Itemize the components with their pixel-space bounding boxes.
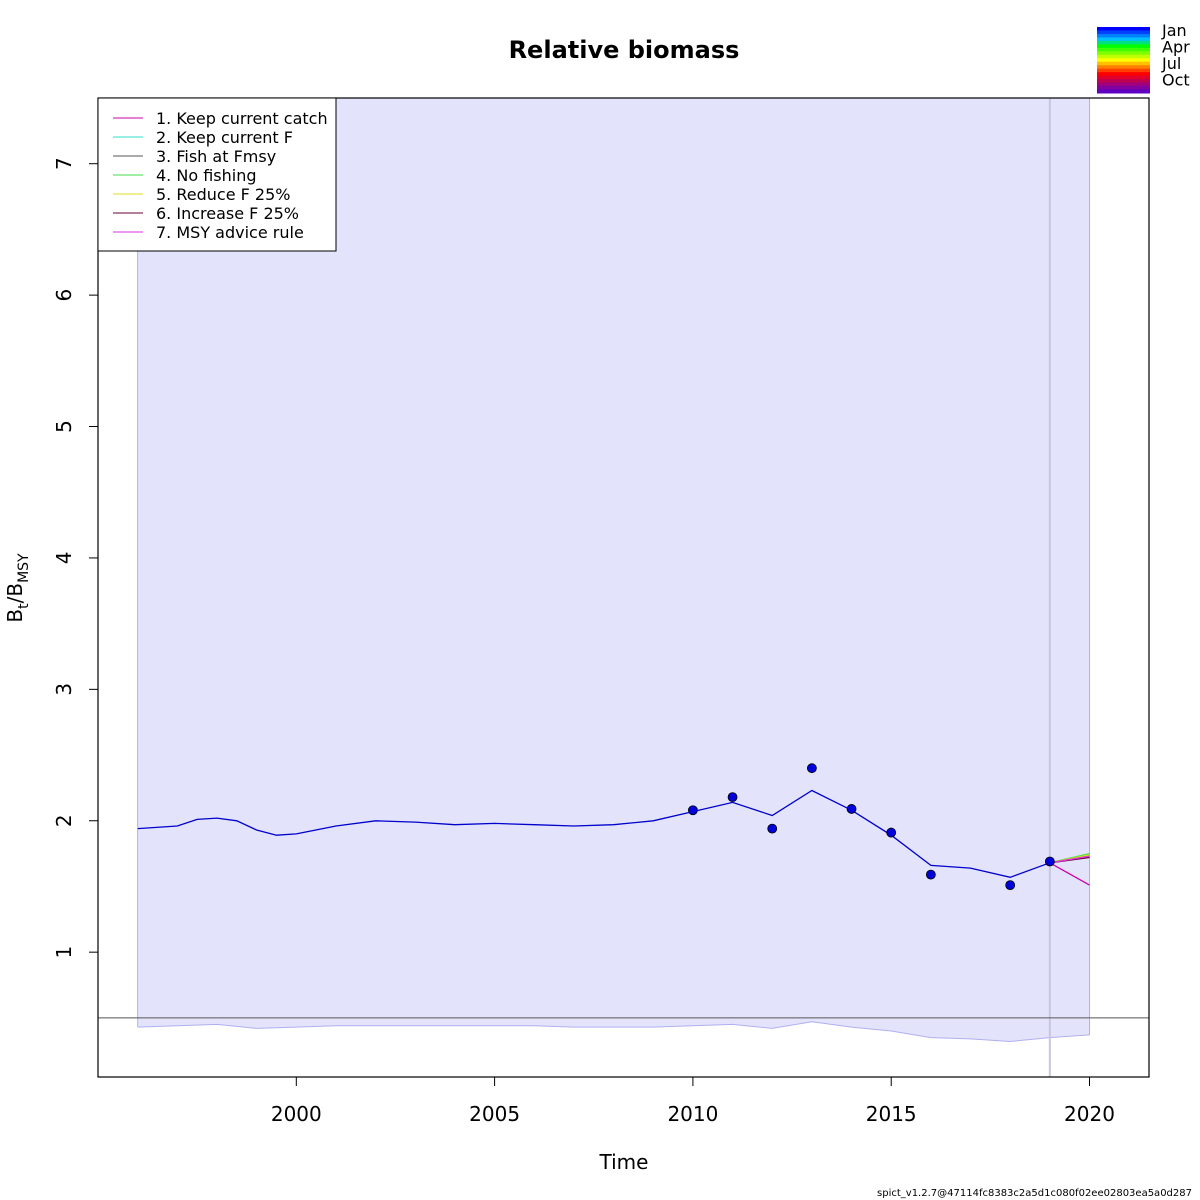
y-tick-label: 1 [52,946,76,959]
y-tick-label: 6 [52,289,76,302]
legend-label-2: 2. Keep current F [156,128,293,147]
chart-title: Relative biomass [509,36,740,64]
season-color-band [1097,47,1150,52]
y-axis: 1 2 3 4 5 6 7 [52,157,99,959]
x-tick-label: 2005 [469,1102,520,1126]
y-axis-label: Bt/BMSY [3,553,32,623]
legend-label-7: 7. MSY advice rule [156,223,304,242]
season-color-band [1097,30,1150,35]
x-axis: 2000 2005 2010 2015 2020 [271,1076,1115,1126]
season-color-band [1097,51,1150,56]
y-tick-label: 7 [52,157,76,170]
confidence-band-lower-edge [137,1021,1090,1043]
observation-point [846,804,857,814]
y-tick-label: 2 [52,814,76,827]
y-axis-label-sep: /B [3,583,27,603]
observation-point [767,823,778,834]
observation-point [1005,880,1016,891]
version-footer: spict_v1.2.7@47114fc8383c2a5d1c080f02ee0… [877,1188,1192,1199]
season-color-band [1097,72,1150,77]
y-axis-label-sub-t: t [16,603,32,609]
season-color-band [1097,33,1150,38]
legend-label-4: 4. No fishing [156,166,257,185]
observation-point [806,763,817,774]
y-tick-label: 3 [52,683,76,696]
season-color-band [1097,79,1150,84]
season-color-band [1097,44,1150,49]
season-label-jan: Jan [1161,21,1187,40]
observation-point [727,792,738,802]
x-tick-label: 2000 [271,1102,322,1126]
x-tick-label: 2010 [667,1102,718,1126]
x-tick-label: 2015 [866,1102,917,1126]
season-color-band [1097,58,1150,63]
season-label-oct: Oct [1162,71,1190,90]
legend-label-5: 5. Reduce F 25% [156,185,290,204]
season-color-band [1097,82,1150,87]
plot-area [98,98,1149,1077]
season-color-band [1097,27,1150,31]
x-tick-label: 2020 [1064,1102,1115,1126]
observation-point [688,805,698,816]
legend-label-6: 6. Increase F 25% [156,204,299,223]
estimate-line [137,789,1051,878]
season-label-jul: Jul [1161,54,1181,73]
forecast-line-1 [1049,862,1090,886]
legend-label-1: 1. Keep current catch [156,109,328,128]
season-color-band [1097,40,1150,45]
observation-point [886,827,897,838]
season-color-band [1097,65,1150,70]
legend-label-3: 3. Fish at Fmsy [156,147,276,166]
observation-point [925,869,936,880]
forecast-line-7 [1049,855,1090,864]
y-tick-label: 4 [52,552,76,565]
season-color-band [1097,37,1150,42]
y-tick-label: 5 [52,420,76,433]
season-color-band [1097,54,1150,59]
y-axis-label-sub-msy: MSY [16,553,32,583]
x-axis-label: Time [599,1150,649,1174]
season-color-band [1097,75,1150,80]
y-axis-label-main: B [3,609,27,623]
season-label-apr: Apr [1162,38,1190,57]
season-color-band [1097,61,1150,66]
observation-point [1044,856,1055,867]
season-color-band [1097,68,1150,73]
season-color-band [1097,89,1150,94]
season-color-band [1097,86,1150,91]
